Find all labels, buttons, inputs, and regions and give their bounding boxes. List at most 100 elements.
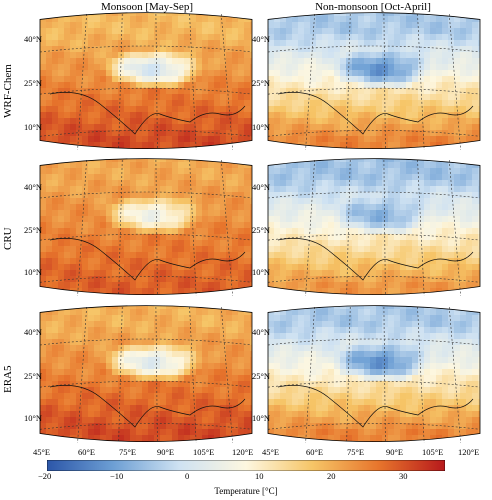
- temperature-cell: [400, 162, 407, 169]
- temperature-cell: [220, 351, 227, 358]
- temperature-cell: [364, 198, 371, 205]
- temperature-cell: [178, 82, 185, 89]
- temperature-cell: [478, 46, 480, 53]
- temperature-cell: [376, 339, 383, 346]
- temperature-cell: [328, 276, 335, 283]
- temperature-cell: [292, 270, 299, 277]
- temperature-cell: [454, 264, 461, 271]
- temperature-cell: [340, 88, 347, 95]
- temperature-cell: [322, 246, 329, 253]
- temperature-cell: [76, 294, 83, 295]
- temperature-cell: [172, 234, 179, 241]
- temperature-cell: [160, 58, 167, 65]
- temperature-cell: [196, 405, 203, 412]
- temperature-cell: [52, 16, 59, 23]
- temperature-cell: [52, 375, 59, 382]
- temperature-cell: [364, 315, 371, 322]
- temperature-cell: [466, 309, 473, 316]
- temperature-cell: [82, 198, 89, 205]
- temperature-cell: [286, 393, 293, 400]
- temperature-cell: [418, 339, 425, 346]
- temperature-cell: [364, 162, 371, 169]
- temperature-cell: [184, 94, 191, 101]
- temperature-cell: [316, 228, 323, 235]
- temperature-cell: [178, 64, 185, 71]
- temperature-cell: [148, 246, 155, 253]
- temperature-cell: [226, 246, 233, 253]
- temperature-cell: [436, 339, 443, 346]
- temperature-cell: [160, 375, 167, 382]
- temperature-cell: [70, 124, 77, 131]
- temperature-cell: [142, 142, 149, 149]
- temperature-cell: [358, 142, 365, 149]
- temperature-cell: [328, 234, 335, 241]
- temperature-cell: [388, 124, 395, 131]
- coastline: [49, 385, 246, 428]
- temperature-cell: [94, 258, 101, 265]
- temperature-cell: [436, 58, 443, 65]
- temperature-cell: [334, 186, 341, 193]
- temperature-cell: [58, 88, 65, 95]
- temperature-cell: [478, 88, 480, 95]
- temperature-cell: [178, 405, 185, 412]
- temperature-cell: [298, 309, 305, 316]
- temperature-cell: [454, 294, 461, 295]
- temperature-cell: [358, 258, 365, 265]
- temperature-cell: [298, 282, 305, 289]
- temperature-cell: [238, 435, 245, 442]
- temperature-cell: [118, 106, 125, 113]
- meridian-line: [77, 159, 87, 297]
- temperature-cell: [136, 357, 143, 364]
- temperature-cell: [100, 363, 107, 370]
- temperature-cell: [370, 246, 377, 253]
- temperature-cell: [52, 246, 59, 253]
- temperature-cell: [352, 264, 359, 271]
- temperature-cell: [208, 270, 215, 277]
- temperature-cell: [112, 321, 119, 328]
- temperature-cell: [46, 216, 53, 223]
- temperature-cell: [316, 375, 323, 382]
- temperature-cell: [358, 94, 365, 101]
- temperature-cell: [286, 204, 293, 211]
- temperature-cell: [478, 204, 480, 211]
- temperature-cell: [172, 276, 179, 283]
- temperature-cell: [136, 222, 143, 229]
- temperature-cell: [70, 282, 77, 289]
- temperature-cell: [106, 52, 113, 59]
- temperature-cell: [106, 222, 113, 229]
- temperature-cell: [136, 210, 143, 217]
- temperature-cell: [310, 333, 317, 340]
- temperature-cell: [82, 387, 89, 394]
- temperature-cell: [340, 94, 347, 101]
- temperature-cell: [286, 294, 293, 295]
- temperature-cell: [376, 22, 383, 29]
- temperature-cell: [76, 130, 83, 137]
- temperature-cell: [106, 381, 113, 388]
- temperature-cell: [454, 339, 461, 346]
- temperature-cell: [64, 345, 71, 352]
- temperature-cell: [196, 294, 203, 295]
- temperature-cell: [460, 240, 467, 247]
- temperature-cell: [304, 240, 311, 247]
- temperature-cell: [376, 282, 383, 289]
- temperature-cell: [412, 52, 419, 59]
- temperature-cell: [196, 16, 203, 23]
- temperature-cell: [64, 309, 71, 316]
- temperature-cell: [202, 252, 209, 259]
- temperature-cell: [304, 393, 311, 400]
- temperature-cell: [316, 351, 323, 358]
- temperature-cell: [40, 339, 47, 346]
- temperature-cell: [412, 16, 419, 23]
- temperature-cell: [460, 264, 467, 271]
- column-title-non-monsoon: Non-monsoon [Oct-April]: [315, 1, 431, 13]
- temperature-cell: [370, 387, 377, 394]
- temperature-cell: [394, 168, 401, 175]
- temperature-cell: [304, 327, 311, 334]
- temperature-cell: [406, 16, 413, 23]
- temperature-cell: [208, 321, 215, 328]
- temperature-cell: [268, 375, 275, 382]
- temperature-cell: [424, 58, 431, 65]
- temperature-cell: [424, 234, 431, 241]
- temperature-cell: [58, 204, 65, 211]
- temperature-cell: [154, 130, 161, 137]
